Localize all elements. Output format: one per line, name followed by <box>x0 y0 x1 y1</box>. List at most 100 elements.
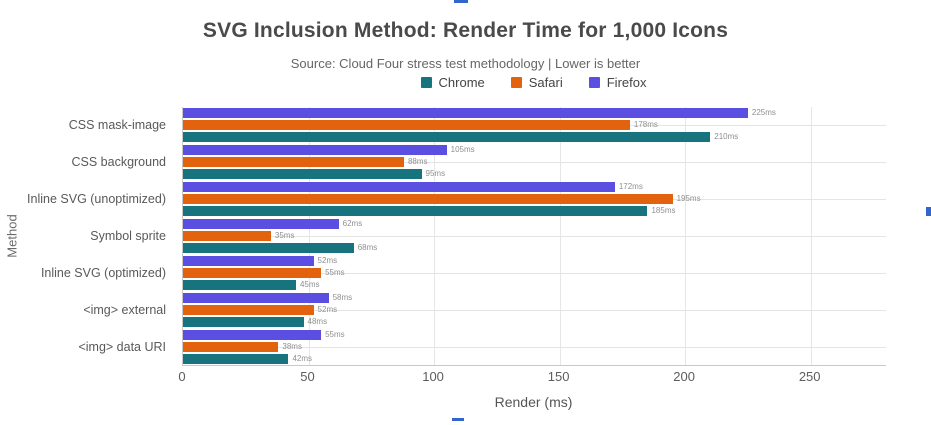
bar-row: 225ms <box>183 108 886 119</box>
bar-row: 38ms <box>183 341 886 352</box>
bar-row: 45ms <box>183 279 886 290</box>
bar-value-label: 95ms <box>425 169 446 179</box>
chrome-bar[interactable] <box>183 169 422 180</box>
chrome-bar[interactable] <box>183 316 304 327</box>
legend-label: Firefox <box>606 75 647 90</box>
category-label: Inline SVG (optimized) <box>40 265 166 280</box>
chrome-bar[interactable] <box>183 206 648 217</box>
bar-value-label: 42ms <box>292 353 312 363</box>
bar-row: 68ms <box>183 243 886 253</box>
bar-value-label: 62ms <box>342 219 363 228</box>
bar-value-label: 178ms <box>633 120 658 130</box>
firefox-bar[interactable] <box>183 108 748 119</box>
legend-swatch-icon <box>420 77 432 88</box>
chrome-bar[interactable] <box>183 243 354 253</box>
category-band: 105ms 88ms 95ms <box>183 144 886 181</box>
firefox-bar[interactable] <box>183 145 447 156</box>
x-tick-label: 250 <box>798 369 821 384</box>
bar-row: 185ms <box>183 206 886 217</box>
bar-value-label: 48ms <box>307 316 328 326</box>
chart-title: SVG Inclusion Method: Render Time for 1,… <box>202 19 729 42</box>
firefox-bar[interactable] <box>183 292 329 303</box>
firefox-bar[interactable] <box>183 255 314 266</box>
bar-value-label: 68ms <box>357 243 378 252</box>
x-tick-label: 200 <box>673 369 695 384</box>
artifact-mark-top <box>454 0 468 3</box>
x-axis-title: Render (ms) <box>494 394 573 410</box>
bar-value-label: 88ms <box>407 157 428 167</box>
category-label: CSS background <box>71 155 166 170</box>
chrome-bar[interactable] <box>183 132 711 143</box>
x-tick-label: 50 <box>300 369 315 384</box>
bar-row: 55ms <box>183 267 886 278</box>
bar-value-label: 105ms <box>450 145 475 155</box>
category-label: CSS mask-image <box>68 118 166 133</box>
bar-row: 48ms <box>183 316 886 327</box>
legend-item-safari[interactable]: Safari <box>510 75 563 90</box>
bar-value-label: 225ms <box>751 108 776 118</box>
category-band: 172ms 195ms 185ms <box>183 181 886 218</box>
bar-value-label: 185ms <box>651 206 676 216</box>
bar-row: 58ms <box>183 292 886 303</box>
bar-value-label: 45ms <box>299 279 320 289</box>
category-band: 62ms 35ms 68ms <box>183 218 886 255</box>
x-tick-label: 100 <box>422 369 444 384</box>
bar-value-label: 52ms <box>317 255 338 265</box>
bar-value-label: 195ms <box>676 194 701 204</box>
x-tick-label: 150 <box>547 369 570 384</box>
bar-row: 88ms <box>183 157 886 168</box>
category-band: 225ms 178ms 210ms <box>183 107 886 144</box>
safari-bar[interactable] <box>183 231 271 241</box>
category-band: 58ms 52ms 48ms <box>183 291 886 328</box>
bar-value-label: 52ms <box>317 304 338 314</box>
bar-row: 105ms <box>183 145 886 156</box>
firefox-bar[interactable] <box>183 219 339 229</box>
chrome-bar[interactable] <box>183 279 296 290</box>
chart-subtitle: Source: Cloud Four stress test methodolo… <box>290 56 641 71</box>
bar-row: 42ms <box>183 353 886 364</box>
safari-bar[interactable] <box>183 267 322 278</box>
safari-bar[interactable] <box>183 194 673 205</box>
bar-row: 55ms <box>183 329 886 340</box>
category-gridline <box>183 346 886 348</box>
category-label: Symbol sprite <box>90 229 166 243</box>
firefox-bar[interactable] <box>183 329 322 340</box>
safari-bar[interactable] <box>183 304 314 315</box>
bar-value-label: 55ms <box>325 329 345 339</box>
bar-row: 195ms <box>183 194 886 205</box>
legend-label: Safari <box>528 75 563 90</box>
bar-value-label: 172ms <box>618 182 643 192</box>
legend-item-chrome[interactable]: Chrome <box>420 75 485 90</box>
safari-bar[interactable] <box>183 341 279 352</box>
bar-value-label: 35ms <box>274 231 295 240</box>
bar-row: 178ms <box>183 120 886 131</box>
bar-value-label: 55ms <box>325 267 345 277</box>
chrome-bar[interactable] <box>183 353 289 364</box>
category-band: 52ms 55ms 45ms <box>183 254 886 291</box>
x-tick-label: 0 <box>178 369 186 384</box>
bar-row: 35ms <box>183 231 886 241</box>
legend: Chrome Safari Firefox <box>182 75 885 90</box>
safari-bar[interactable] <box>183 120 630 131</box>
bar-row: 52ms <box>183 304 886 315</box>
category-gridline <box>183 272 886 274</box>
category-axis: CSS mask-image CSS background Inline SVG (… <box>0 107 174 365</box>
safari-bar[interactable] <box>183 157 404 168</box>
category-band: 55ms 38ms 42ms <box>183 328 886 365</box>
category-label: <img> data URI <box>78 339 166 354</box>
artifact-mark-bottom <box>452 418 464 421</box>
category-gridline <box>183 236 886 237</box>
bar-row: 95ms <box>183 169 886 180</box>
bar-row: 210ms <box>183 132 886 143</box>
bar-value-label: 210ms <box>714 132 739 142</box>
bar-value-label: 58ms <box>332 292 353 302</box>
bar-row: 52ms <box>183 255 886 266</box>
category-label: <img> external <box>83 302 166 317</box>
legend-swatch-icon <box>510 77 522 88</box>
firefox-bar[interactable] <box>183 182 615 193</box>
legend-swatch-icon <box>588 77 600 88</box>
legend-item-firefox[interactable]: Firefox <box>588 75 647 90</box>
artifact-mark-right <box>926 207 931 216</box>
legend-label: Chrome <box>438 75 485 90</box>
